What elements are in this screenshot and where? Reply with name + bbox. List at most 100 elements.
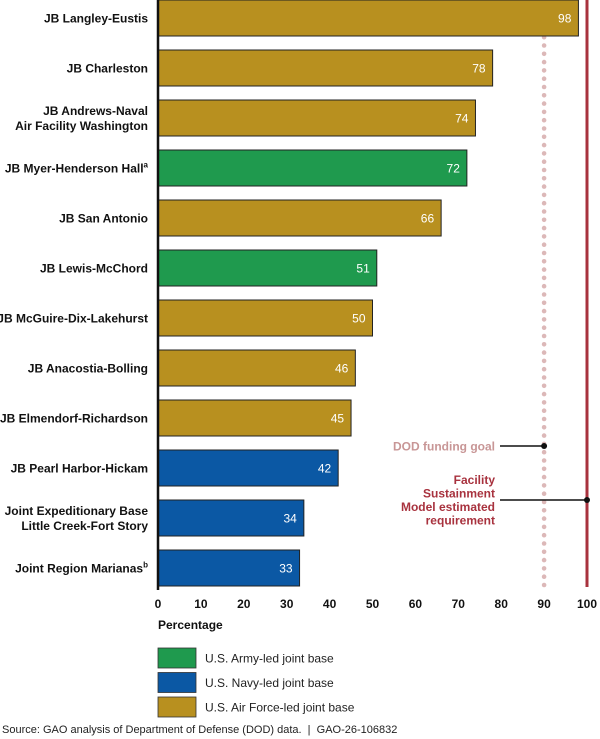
category-label: Joint Expeditionary Base xyxy=(5,504,149,518)
funding-goal-dot xyxy=(541,342,547,347)
category-label: JB Andrews-Naval xyxy=(43,104,148,118)
x-tick-label: 100 xyxy=(577,597,597,611)
funding-goal-dot xyxy=(541,68,547,73)
requirement-label: Sustainment xyxy=(423,487,495,501)
x-tick-label: 0 xyxy=(155,597,162,611)
bar-value-label: 42 xyxy=(318,462,332,476)
bar-value-label: 34 xyxy=(284,512,298,526)
bar xyxy=(157,149,468,187)
bar-value-label: 74 xyxy=(455,112,469,126)
bar xyxy=(157,299,373,337)
funding-goal-dot xyxy=(541,101,547,106)
x-tick-label: 30 xyxy=(280,597,294,611)
funding-goal-dot xyxy=(541,375,547,380)
funding-goal-dot xyxy=(541,176,547,181)
funding-goal-dot xyxy=(541,449,547,455)
funding-goal-dot xyxy=(541,283,547,289)
funding-goal-dot xyxy=(541,433,547,438)
bar-value-label: 98 xyxy=(558,12,572,26)
bar-value-label: 50 xyxy=(352,312,366,326)
x-tick-label: 40 xyxy=(323,597,337,611)
x-tick-label: 20 xyxy=(237,597,251,611)
bar-value-label: 33 xyxy=(279,562,293,576)
funding-goal-dot xyxy=(541,383,547,389)
funding-goal-dot xyxy=(541,142,547,148)
requirement-label: requirement xyxy=(426,514,495,528)
funding-goal-dot xyxy=(541,200,547,206)
category-label: Joint Region Marianasb xyxy=(15,561,148,576)
footnote-marker: a xyxy=(144,161,149,170)
funding-goal-dot xyxy=(541,126,547,131)
funding-goal-dot xyxy=(541,366,547,372)
funding-goal-dot xyxy=(541,483,547,488)
bar xyxy=(157,549,301,587)
funding-goal-dot xyxy=(541,109,547,115)
category-label: JB Elmendorf-Richardson xyxy=(0,412,148,426)
funding-goal-dot xyxy=(541,234,547,239)
funding-goal-marker xyxy=(541,443,548,449)
category-label: JB Charleston xyxy=(67,62,148,76)
category-label: Little Creek-Fort Story xyxy=(21,519,148,533)
funding-goal-dot xyxy=(541,425,547,430)
funding-goal-dot xyxy=(541,59,547,65)
funding-goal-dot xyxy=(541,358,547,364)
funding-goal-dot xyxy=(541,76,547,81)
funding-goal-dot xyxy=(541,167,547,173)
bar xyxy=(157,499,305,537)
bar xyxy=(157,349,356,387)
bar xyxy=(157,49,494,87)
funding-goal-dot xyxy=(541,217,547,223)
funding-goal-dot xyxy=(541,242,547,247)
funding-goal-dot xyxy=(541,192,547,198)
x-axis-label: Percentage xyxy=(158,618,223,632)
legend-swatch xyxy=(157,696,197,718)
funding-goal-dot xyxy=(541,250,547,256)
funding-goal-dot xyxy=(541,557,547,563)
bar-value-label: 72 xyxy=(447,162,461,176)
category-label: JB Myer-Henderson Halla xyxy=(5,161,149,176)
x-tick-label: 70 xyxy=(452,597,466,611)
funding-goal-dot xyxy=(541,333,547,339)
funding-goal-dot xyxy=(541,491,547,497)
category-label: JB San Antonio xyxy=(59,212,148,226)
funding-goal-dot xyxy=(541,574,547,579)
legend-label: U.S. Navy-led joint base xyxy=(205,676,334,690)
funding-goal-dot xyxy=(541,532,547,538)
bar xyxy=(157,199,442,237)
category-label: JB Anacostia-Bolling xyxy=(28,362,148,376)
category-label: JB Langley-Eustis xyxy=(44,12,148,26)
funding-goal-dot xyxy=(541,275,547,281)
bar-value-label: 45 xyxy=(331,412,345,426)
funding-goal-dot xyxy=(541,93,547,98)
funding-goal-dot xyxy=(541,300,547,306)
requirement-marker xyxy=(584,497,590,503)
category-label: JB Pearl Harbor-Hickam xyxy=(11,462,148,476)
legend-swatch xyxy=(157,672,197,693)
funding-goal-dot xyxy=(541,225,547,231)
bar xyxy=(157,399,352,437)
funding-goal-dot xyxy=(541,508,547,513)
funding-goal-dot xyxy=(541,151,547,156)
requirement-label: Facility xyxy=(454,473,496,487)
bar-value-label: 78 xyxy=(472,62,486,76)
x-tick-label: 10 xyxy=(194,597,208,611)
bar-value-label: 51 xyxy=(356,262,370,276)
funding-goal-dot xyxy=(541,308,547,314)
funding-goal-dot xyxy=(541,51,547,57)
bar xyxy=(157,449,339,487)
category-label: JB McGuire-Dix-Lakehurst xyxy=(0,312,148,326)
funding-goal-dot xyxy=(541,43,547,48)
legend-label: U.S. Army-led joint base xyxy=(205,652,334,666)
bar xyxy=(157,99,476,137)
funding-goal-dot xyxy=(541,391,547,397)
funding-goal-dot xyxy=(541,350,547,355)
x-tick-label: 50 xyxy=(366,597,380,611)
bar-value-label: 46 xyxy=(335,362,349,376)
funding-goal-dot xyxy=(541,325,547,331)
x-tick-label: 90 xyxy=(537,597,551,611)
funding-goal-dot xyxy=(541,184,547,189)
funding-goal-dot xyxy=(541,566,547,571)
funding-goal-dot xyxy=(541,117,547,123)
funding-goal-dot xyxy=(541,259,547,264)
